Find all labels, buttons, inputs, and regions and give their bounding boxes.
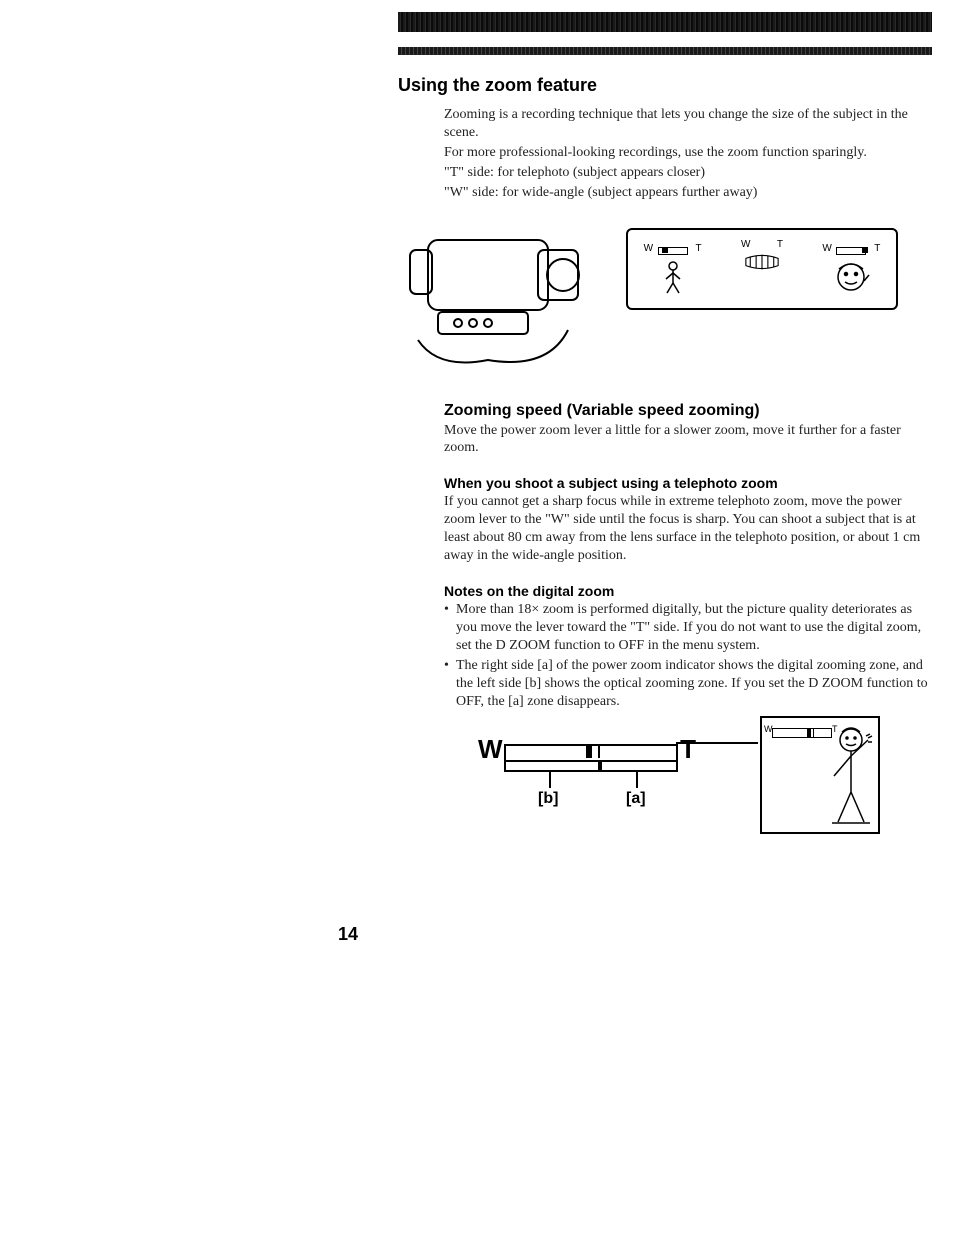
zone-a-label: [a]	[626, 790, 646, 808]
t-label-large: T	[680, 734, 696, 765]
intro-line: "T" side: for telephoto (subject appears…	[444, 164, 928, 182]
zoom-lever-example: W T	[727, 239, 797, 299]
zoom-indicator-bar: W T	[644, 245, 702, 255]
subheading: When you shoot a subject using a telepho…	[444, 475, 928, 491]
subsection-telephoto: When you shoot a subject using a telepho…	[444, 475, 928, 565]
figure-camcorder-zoom: W T W	[398, 220, 928, 380]
t-label: T	[696, 243, 702, 254]
body-paragraph: Move the power zoom lever a little for a…	[444, 422, 928, 458]
t-label: T	[777, 239, 783, 250]
wide-angle-example: W T	[638, 239, 708, 299]
w-label: W	[741, 239, 750, 250]
viewfinder-inset: W T	[760, 716, 880, 834]
large-face-icon	[831, 261, 871, 297]
person-waving-icon	[828, 726, 874, 826]
intro-block: Zooming is a recording technique that le…	[444, 106, 928, 202]
page-number: 14	[338, 924, 358, 945]
bullet-dot: •	[444, 657, 456, 711]
figure-zoom-zones: W T [b] [a] W T	[444, 732, 928, 852]
manual-page: Using the zoom feature Zooming is a reco…	[0, 0, 954, 1233]
bullet-item: • The right side [a] of the power zoom i…	[444, 657, 928, 711]
body-paragraph: If you cannot get a sharp focus while in…	[444, 493, 928, 565]
section-title: Using the zoom feature	[398, 75, 928, 96]
w-label: W	[822, 243, 831, 254]
subsection-zooming-speed: Zooming speed (Variable speed zooming) M…	[444, 402, 928, 458]
bullet-text: The right side [a] of the power zoom ind…	[456, 657, 928, 711]
zone-b-label: [b]	[538, 790, 558, 808]
scan-noise-bar-top	[398, 12, 932, 32]
leader-line	[676, 742, 758, 744]
intro-line: For more professional-looking recordings…	[444, 144, 928, 162]
bullet-item: • More than 18× zoom is performed digita…	[444, 601, 928, 655]
intro-line: Zooming is a recording technique that le…	[444, 106, 928, 142]
small-person-icon	[663, 261, 683, 295]
zoom-lever-icon	[737, 251, 787, 273]
camcorder-illustration	[398, 220, 608, 370]
intro-line: "W" side: for wide-angle (subject appear…	[444, 184, 928, 202]
bullet-text: More than 18× zoom is performed digitall…	[456, 601, 928, 655]
zoom-result-panel: W T W	[626, 228, 898, 310]
t-label: T	[874, 243, 880, 254]
bullet-dot: •	[444, 601, 456, 655]
w-label: W	[644, 243, 653, 254]
subsection-digital-zoom: Notes on the digital zoom • More than 18…	[444, 583, 928, 710]
scan-noise-bar-2	[398, 47, 932, 55]
subheading: Zooming speed (Variable speed zooming)	[444, 402, 928, 420]
zoom-indicator-bar: W T	[822, 245, 880, 255]
telephoto-example: W T	[816, 239, 886, 299]
w-label-large: W	[478, 734, 503, 765]
subheading: Notes on the digital zoom	[444, 583, 928, 599]
content-column: Using the zoom feature Zooming is a reco…	[398, 75, 928, 852]
